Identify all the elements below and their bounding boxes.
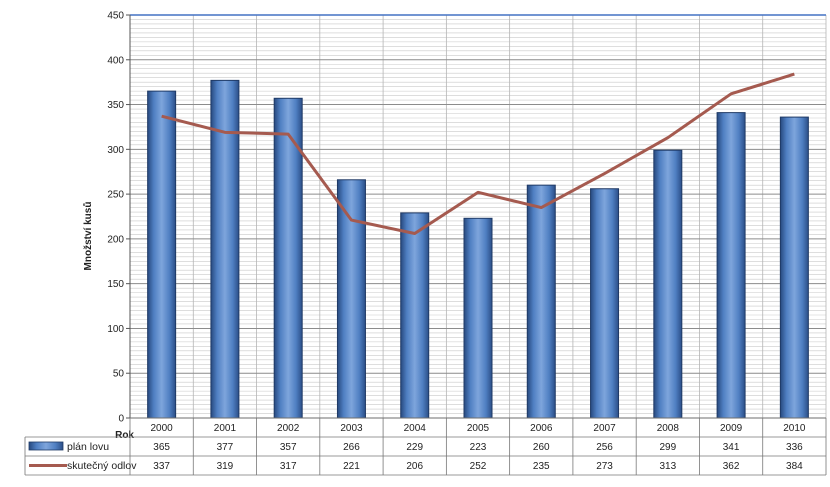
table-value: 252	[470, 461, 487, 472]
x-tick-label: 2005	[467, 423, 490, 434]
x-tick-label: 2010	[783, 423, 806, 434]
y-tick-label: 350	[107, 100, 124, 111]
table-value: 206	[406, 461, 423, 472]
table-value: 256	[596, 442, 613, 453]
bar	[779, 116, 809, 419]
y-tick-label: 250	[107, 190, 124, 201]
table-value: 273	[596, 461, 613, 472]
y-tick-label: 0	[118, 414, 124, 425]
bar	[590, 188, 620, 419]
x-axis-label: Rok	[115, 430, 134, 441]
data-table: 2000 2001 2002 2003 2004 2005 2006 2007 2008 2009…	[24, 417, 827, 476]
x-tick-label: 2003	[340, 423, 363, 434]
table-value: 337	[153, 461, 170, 472]
bar	[336, 179, 366, 419]
bar	[653, 149, 683, 419]
x-tick-label: 2008	[657, 423, 680, 434]
x-tick-label: 2000	[151, 423, 174, 434]
line-series	[161, 72, 795, 236]
table-value: 317	[280, 461, 297, 472]
y-tick-label: 400	[107, 55, 124, 66]
table-value: 384	[786, 461, 803, 472]
x-tick-label: 2004	[404, 423, 427, 434]
table-value: 362	[723, 461, 740, 472]
y-tick-label: 450	[107, 11, 124, 22]
table-value: 260	[533, 442, 550, 453]
bar	[463, 217, 493, 419]
y-tick-label: 100	[107, 324, 124, 335]
bar	[210, 79, 240, 419]
bar	[716, 112, 746, 419]
legend-label: skutečný odlov	[67, 460, 137, 472]
table-value: 223	[470, 442, 487, 453]
table-value: 313	[659, 461, 676, 472]
legend-label: plán lovu	[67, 441, 109, 453]
y-tick-label: 150	[107, 279, 124, 290]
table-value: 336	[786, 442, 803, 453]
x-tick-label: 2002	[277, 423, 300, 434]
bar-series	[147, 79, 809, 419]
table-value: 319	[217, 461, 234, 472]
y-tick-label: 50	[113, 369, 125, 380]
x-tick-label: 2001	[214, 423, 237, 434]
bar	[400, 212, 430, 419]
table-value: 221	[343, 461, 360, 472]
table-value: 235	[533, 461, 550, 472]
table-value: 299	[659, 442, 676, 453]
bar	[526, 184, 556, 419]
table-value: 357	[280, 442, 297, 453]
y-tick-label: 200	[107, 234, 124, 245]
x-tick-label: 2007	[593, 423, 616, 434]
table-value: 377	[217, 442, 234, 453]
y-axis-label: Množství kusů	[82, 202, 94, 271]
bar	[147, 90, 177, 419]
table-value: 341	[723, 442, 740, 453]
table-value: 365	[153, 442, 170, 453]
table-value: 266	[343, 442, 360, 453]
table-value: 229	[406, 442, 423, 453]
y-tick-label: 300	[107, 145, 124, 156]
x-tick-label: 2009	[720, 423, 743, 434]
x-tick-label: 2006	[530, 423, 553, 434]
legend-swatch-bar	[28, 441, 64, 451]
bar	[273, 97, 303, 419]
